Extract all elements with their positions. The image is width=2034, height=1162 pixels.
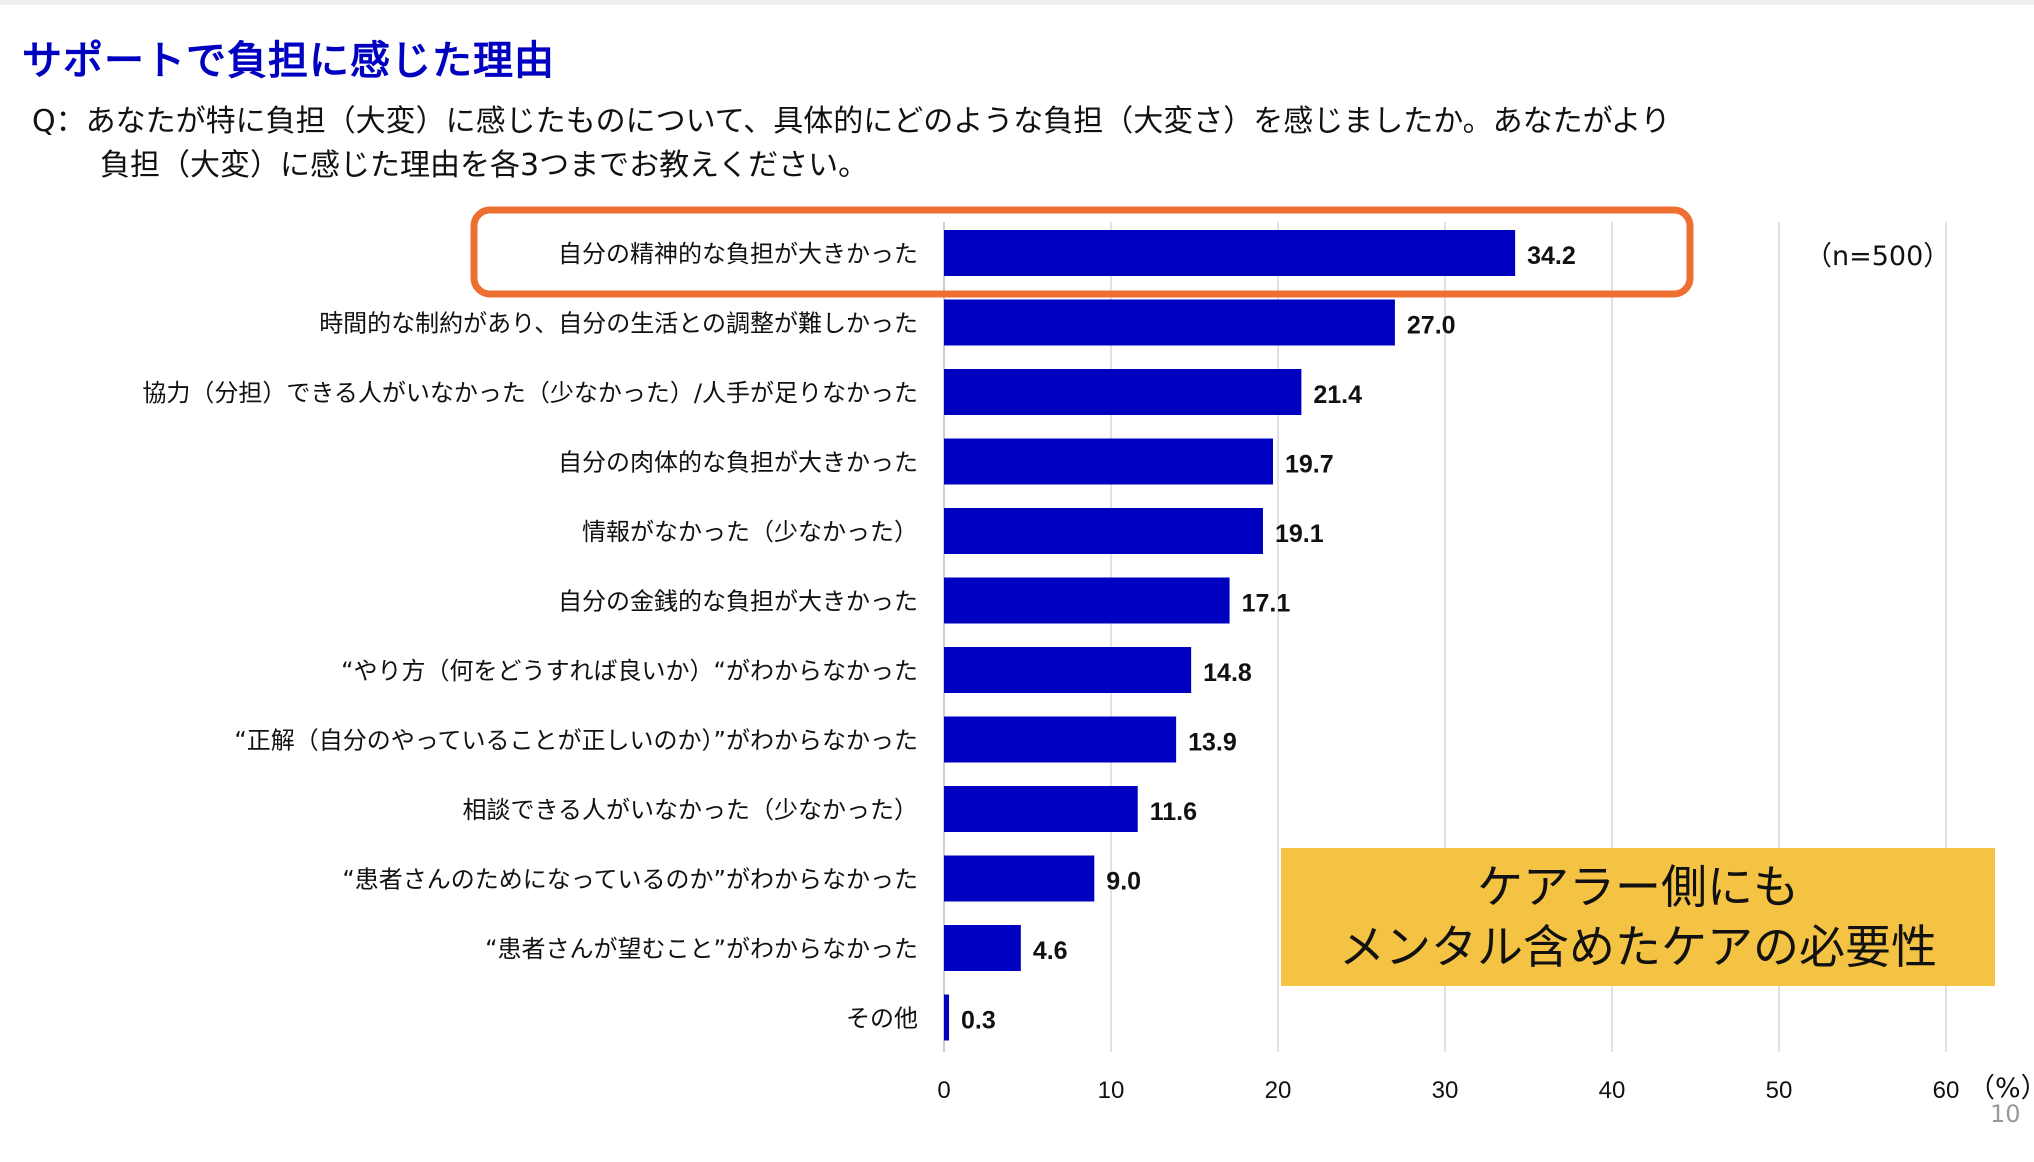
data-label: 11.6 xyxy=(1150,798,1197,826)
x-tick-label: 50 xyxy=(1766,1077,1793,1104)
category-label: 時間的な制約があり、自分の生活との調整が難しかった xyxy=(319,310,918,338)
callout-line2: メンタル含めたケアの必要性 xyxy=(1339,920,1937,974)
bar xyxy=(944,230,1516,276)
callout-line1: ケアラー側にも xyxy=(1477,860,1799,914)
data-label: 19.1 xyxy=(1275,520,1324,548)
highlight-box xyxy=(470,206,1694,298)
category-label: その他 xyxy=(846,1005,918,1033)
top-strip xyxy=(0,0,2034,5)
bar xyxy=(944,716,1177,763)
bar xyxy=(944,647,1192,693)
x-tick-label: 0 xyxy=(937,1077,950,1104)
data-label: 17.1 xyxy=(1242,590,1291,618)
bar xyxy=(944,438,1273,485)
bar xyxy=(944,299,1395,346)
category-label: 相談できる人がいなかった（少なかった） xyxy=(462,796,918,824)
bar xyxy=(944,994,950,1041)
bar xyxy=(944,925,1021,971)
x-tick-label: 30 xyxy=(1432,1077,1459,1104)
x-tick-label: 40 xyxy=(1599,1077,1626,1104)
category-label: 情報がなかった（少なかった） xyxy=(582,518,918,546)
bar xyxy=(944,786,1138,832)
callout-box: ケアラー側にも メンタル含めたケアの必要性 xyxy=(1281,848,1995,986)
bar xyxy=(944,577,1230,624)
data-label: 4.6 xyxy=(1033,937,1068,965)
page-title: サポートで負担に感じた理由 xyxy=(22,38,555,84)
sample-size-label: （n=500） xyxy=(1805,241,1951,272)
data-label: 34.2 xyxy=(1527,242,1576,270)
category-label: 自分の金銭的な負担が大きかった xyxy=(558,588,918,616)
data-label: 13.9 xyxy=(1188,729,1237,757)
category-label: “患者さんが望むこと”がわからなかった xyxy=(485,935,918,963)
question-text-line2: 負担（大変）に感じた理由を各3つまでお教えください。 xyxy=(100,148,869,183)
data-label: 21.4 xyxy=(1313,381,1362,409)
category-label: 自分の肉体的な負担が大きかった xyxy=(558,449,918,477)
data-label: 0.3 xyxy=(961,1007,996,1035)
data-label: 9.0 xyxy=(1106,868,1141,896)
x-tick-label: 20 xyxy=(1265,1077,1292,1104)
x-axis-unit: （%） xyxy=(1968,1073,2034,1104)
category-label: 自分の精神的な負担が大きかった xyxy=(558,240,918,268)
data-label: 19.7 xyxy=(1285,451,1334,479)
category-label: “患者さんのためになっているのか”がわからなかった xyxy=(342,866,918,894)
data-label: 27.0 xyxy=(1407,312,1456,340)
page-number: 10 xyxy=(1990,1100,2021,1128)
data-label: 14.8 xyxy=(1203,659,1252,687)
bar xyxy=(944,369,1302,415)
question-text-line1: Q：あなたが特に負担（大変）に感じたものについて、具体的にどのような負担（大変さ… xyxy=(32,104,1671,139)
x-tick-label: 10 xyxy=(1098,1077,1125,1104)
bar xyxy=(944,508,1263,554)
x-tick-label: 60 xyxy=(1933,1077,1960,1104)
category-label: “やり方（何をどうすれば良いか）“がわからなかった xyxy=(341,657,918,685)
category-label: “正解（自分のやっていることが正しいのか）”がわからなかった xyxy=(234,727,918,755)
bar xyxy=(944,855,1095,902)
category-label: 協力（分担）できる人がいなかった（少なかった）/人手が足りなかった xyxy=(142,379,918,407)
